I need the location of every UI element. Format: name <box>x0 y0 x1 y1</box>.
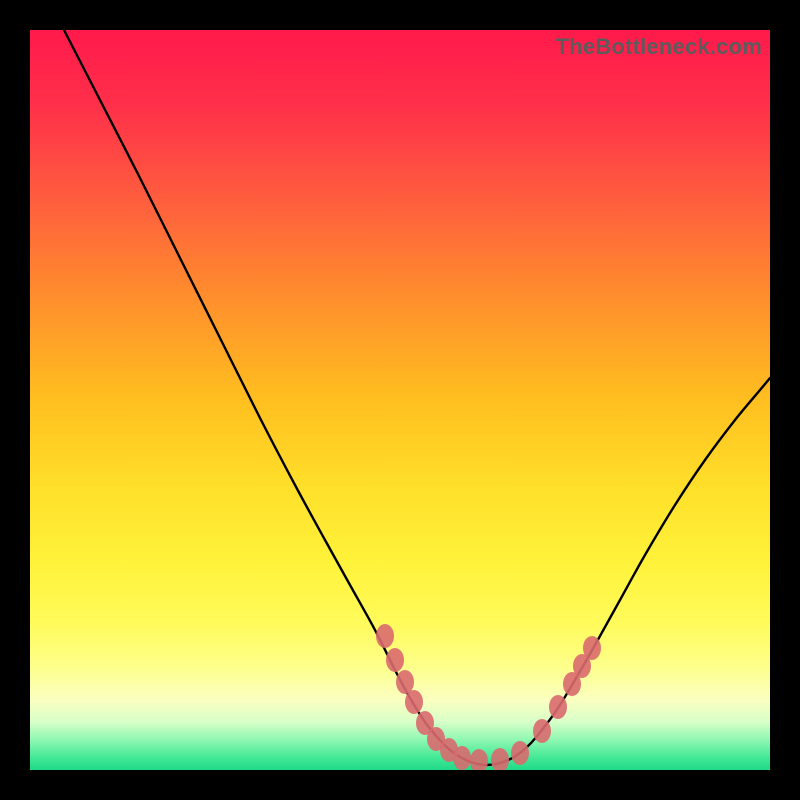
bead-marker <box>511 741 529 765</box>
bead-markers <box>376 624 601 770</box>
bead-marker <box>583 636 601 660</box>
bead-marker <box>405 690 423 714</box>
plot-area: TheBottleneck.com <box>30 30 770 770</box>
bead-marker <box>549 695 567 719</box>
watermark-text: TheBottleneck.com <box>556 34 762 60</box>
bead-marker <box>396 670 414 694</box>
chart-layer <box>30 30 770 770</box>
bead-marker <box>533 719 551 743</box>
bead-marker <box>453 746 471 770</box>
chart-frame: TheBottleneck.com <box>0 0 800 800</box>
bead-marker <box>491 748 509 770</box>
bead-marker <box>470 749 488 770</box>
bead-marker <box>386 648 404 672</box>
bead-marker <box>376 624 394 648</box>
bottleneck-curve <box>64 30 770 765</box>
